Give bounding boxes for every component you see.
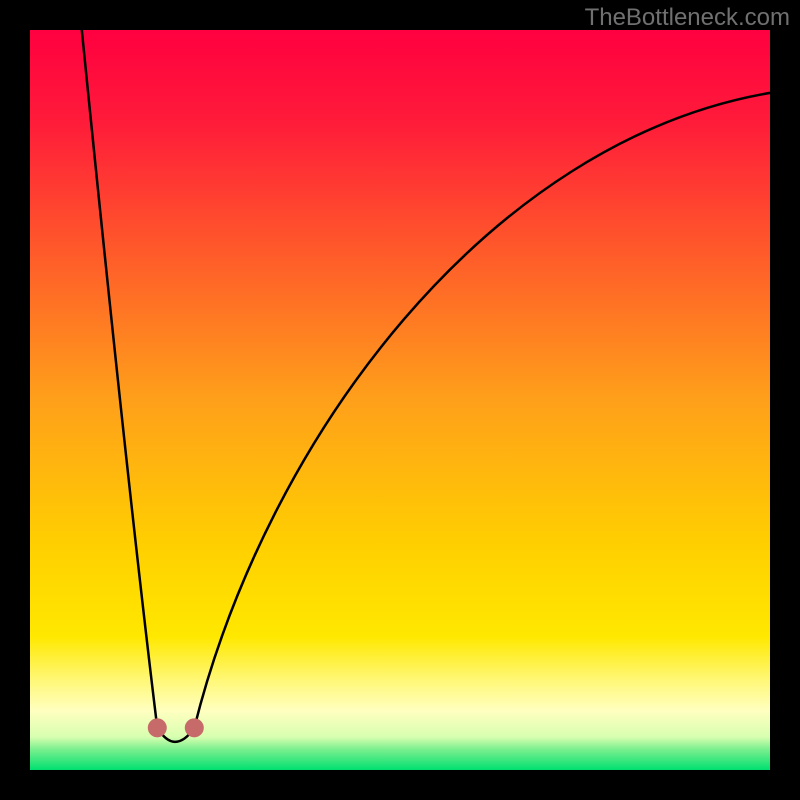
bottleneck-curve-path xyxy=(80,15,770,742)
marker-left xyxy=(148,718,167,737)
bottleneck-curve-svg xyxy=(30,30,770,770)
marker-right xyxy=(185,718,204,737)
plot-area xyxy=(30,30,770,770)
chart-canvas: TheBottleneck.com xyxy=(0,0,800,800)
watermark-text: TheBottleneck.com xyxy=(585,4,790,32)
